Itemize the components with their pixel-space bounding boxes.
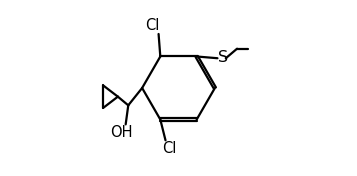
Text: Cl: Cl [162,141,176,156]
Text: OH: OH [110,125,132,140]
Text: S: S [218,50,228,65]
Text: Cl: Cl [145,18,160,33]
